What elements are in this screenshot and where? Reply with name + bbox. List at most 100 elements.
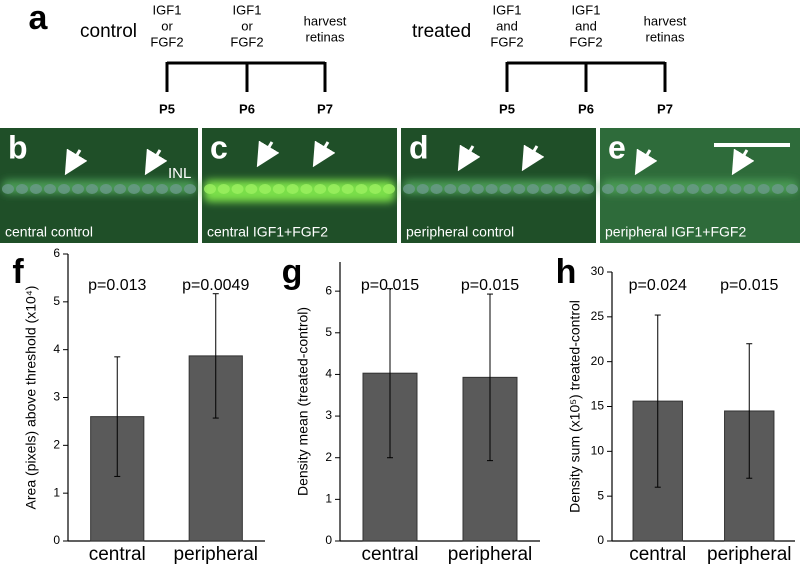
cell: [2, 184, 14, 194]
panel-label: g: [282, 253, 303, 291]
day-label: P7: [317, 101, 333, 116]
p-value: p=0.024: [629, 277, 687, 294]
y-tick-label: 0: [325, 533, 332, 547]
cell: [259, 184, 272, 194]
step-label: and: [496, 18, 518, 33]
y-tick-label: 2: [325, 450, 332, 464]
layer-label: INL: [168, 165, 191, 182]
cell: [786, 184, 798, 194]
y-tick-label: 6: [325, 283, 332, 297]
day-label: P6: [239, 101, 255, 116]
cell: [540, 184, 553, 194]
step-label: or: [241, 18, 253, 33]
cell: [272, 184, 285, 194]
x-tick-label: peripheral: [707, 544, 792, 565]
micrograph: e peripheral IGF1+FGF2: [600, 128, 800, 243]
micrograph-caption: central control: [5, 224, 93, 240]
p-value: p=0.015: [361, 277, 419, 294]
panel-label: d: [409, 129, 429, 165]
y-axis-label: Density sum (x10⁵) treated-control: [567, 300, 583, 513]
cell: [630, 184, 643, 194]
y-tick-label: 25: [591, 309, 605, 323]
step-label: FGF2: [569, 34, 602, 49]
cell: [757, 184, 770, 194]
cell: [44, 184, 56, 194]
y-tick-label: 4: [53, 342, 60, 356]
cell: [513, 184, 526, 194]
cell: [245, 184, 258, 194]
day-label: P6: [578, 101, 594, 116]
cell: [403, 184, 415, 194]
arrow: [457, 144, 481, 172]
cell: [100, 184, 112, 194]
cell: [471, 184, 484, 194]
panel-label: e: [608, 129, 626, 165]
cell: [327, 184, 340, 194]
cell: [729, 184, 742, 194]
y-tick-label: 0: [53, 533, 60, 547]
cell: [72, 184, 84, 194]
micrograph: b central control INL: [0, 128, 198, 243]
arrow: [256, 140, 280, 168]
p-value: p=0.0049: [182, 277, 249, 294]
step-label: IGF1: [493, 2, 522, 17]
cell: [204, 184, 216, 194]
y-tick-label: 5: [325, 325, 332, 339]
step-label: retinas: [645, 29, 685, 44]
cell: [602, 184, 614, 194]
cell: [430, 184, 443, 194]
y-tick-label: 3: [325, 408, 332, 422]
y-tick-label: 5: [597, 488, 604, 502]
arrow: [521, 144, 545, 172]
panel-label: f: [12, 253, 24, 291]
day-label: P5: [499, 101, 515, 116]
y-axis-label: Area (pixels) above threshold (x10⁴): [23, 286, 39, 510]
y-tick-label: 2: [53, 438, 60, 452]
cell: [128, 184, 140, 194]
y-axis-label: Density mean (treated-control): [295, 307, 311, 496]
cell: [499, 184, 512, 194]
cell: [743, 184, 756, 194]
panel-label: a: [29, 0, 49, 37]
arrow: [312, 140, 336, 168]
y-tick-label: 15: [591, 399, 605, 413]
cell: [416, 184, 429, 194]
x-tick-label: peripheral: [448, 544, 533, 565]
step-label: FGF2: [230, 34, 263, 49]
cell: [369, 184, 382, 194]
x-tick-label: central: [629, 544, 686, 565]
step-label: or: [161, 18, 173, 33]
cell: [170, 184, 182, 194]
panel-label: h: [556, 253, 577, 291]
x-tick-label: central: [89, 544, 146, 565]
cell: [142, 184, 154, 194]
cell: [644, 184, 657, 194]
cell: [286, 184, 299, 194]
micrograph-caption: central IGF1+FGF2: [207, 224, 328, 240]
cell: [485, 184, 498, 194]
cell: [458, 184, 471, 194]
y-tick-label: 6: [53, 246, 60, 260]
cell: [701, 184, 714, 194]
p-value: p=0.013: [88, 277, 146, 294]
step-label: IGF1: [233, 2, 262, 17]
x-tick-label: peripheral: [174, 544, 259, 565]
cell: [582, 184, 594, 194]
cell: [231, 184, 244, 194]
group-title: treated: [412, 21, 471, 42]
cell: [658, 184, 671, 194]
y-tick-label: 10: [591, 444, 605, 458]
cell: [114, 184, 126, 194]
step-label: FGF2: [150, 34, 183, 49]
cell: [58, 184, 70, 194]
cell: [30, 184, 42, 194]
cell: [715, 184, 728, 194]
y-tick-label: 20: [591, 354, 605, 368]
arrow: [731, 148, 755, 176]
p-value: p=0.015: [720, 277, 778, 294]
panel-label: b: [8, 129, 28, 165]
step-label: retinas: [305, 29, 345, 44]
cell: [444, 184, 457, 194]
y-tick-label: 1: [325, 492, 332, 506]
step-label: harvest: [644, 13, 687, 28]
